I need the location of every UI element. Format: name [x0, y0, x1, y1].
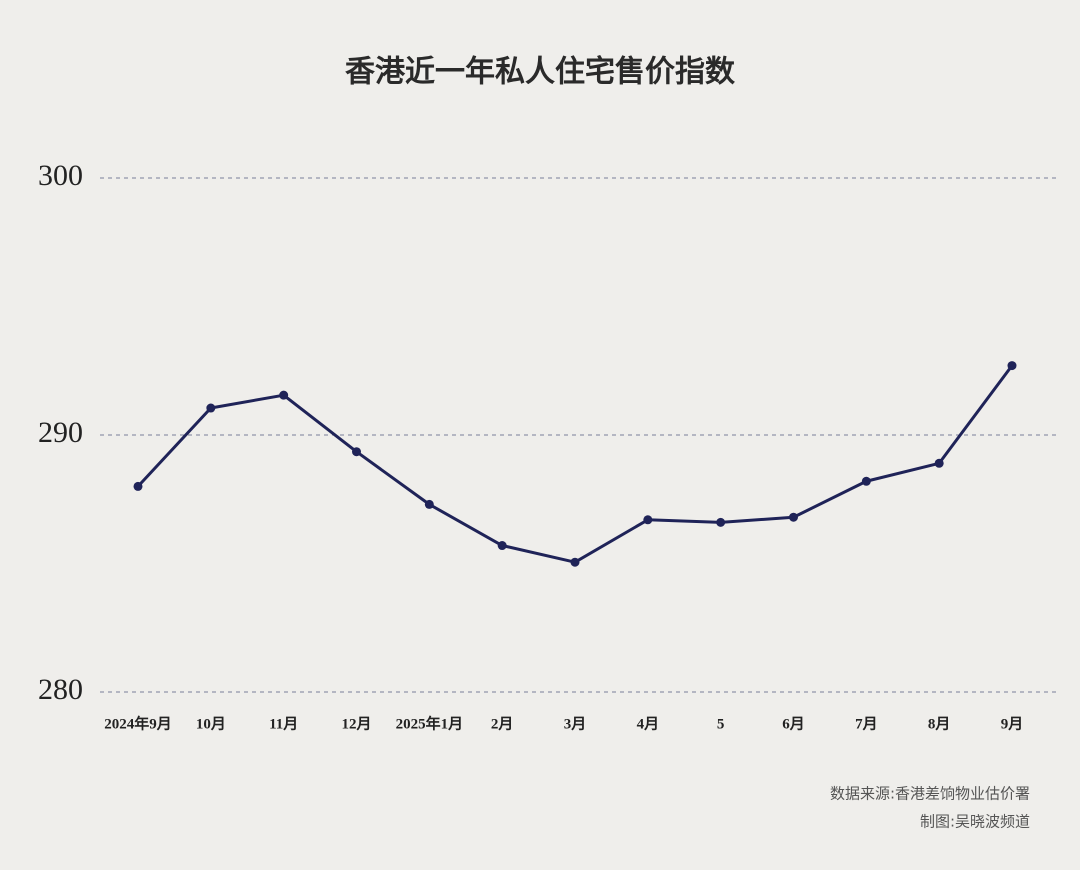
x-tick-label: 9月	[1001, 715, 1024, 732]
x-tick-label: 11月	[269, 715, 298, 732]
y-tick-label: 290	[38, 416, 83, 449]
data-point	[643, 515, 653, 525]
data-point	[206, 403, 216, 413]
x-tick-label: 6月	[782, 715, 805, 732]
x-tick-label: 2025年1月	[396, 714, 464, 732]
x-tick-label: 4月	[637, 715, 660, 732]
x-tick-label: 2月	[491, 715, 514, 732]
x-tick-label: 12月	[341, 715, 371, 732]
x-tick-label: 10月	[196, 715, 226, 732]
data-point	[934, 458, 944, 468]
data-point	[570, 557, 580, 567]
data-point	[133, 481, 143, 491]
data-point	[279, 390, 289, 400]
data-point	[352, 447, 361, 457]
data-point	[424, 499, 434, 509]
source-note: 数据来源:香港差饷物业估价署	[830, 785, 1030, 803]
data-point	[716, 517, 726, 527]
data-point	[789, 512, 798, 522]
data-point	[497, 541, 507, 551]
x-tick-label: 5	[717, 716, 725, 732]
x-tick-label: 2024年9月	[104, 714, 172, 732]
x-tick-label: 7月	[855, 715, 878, 732]
x-tick-label: 3月	[564, 715, 587, 732]
y-tick-label: 280	[38, 673, 83, 706]
chart-title: 香港近一年私人住宅售价指数	[345, 55, 736, 90]
credit-note: 制图:吴晓波频道	[920, 813, 1030, 831]
y-tick-label: 300	[38, 159, 83, 192]
x-tick-label: 8月	[928, 715, 951, 732]
data-point	[1007, 361, 1017, 371]
data-point	[861, 476, 871, 486]
